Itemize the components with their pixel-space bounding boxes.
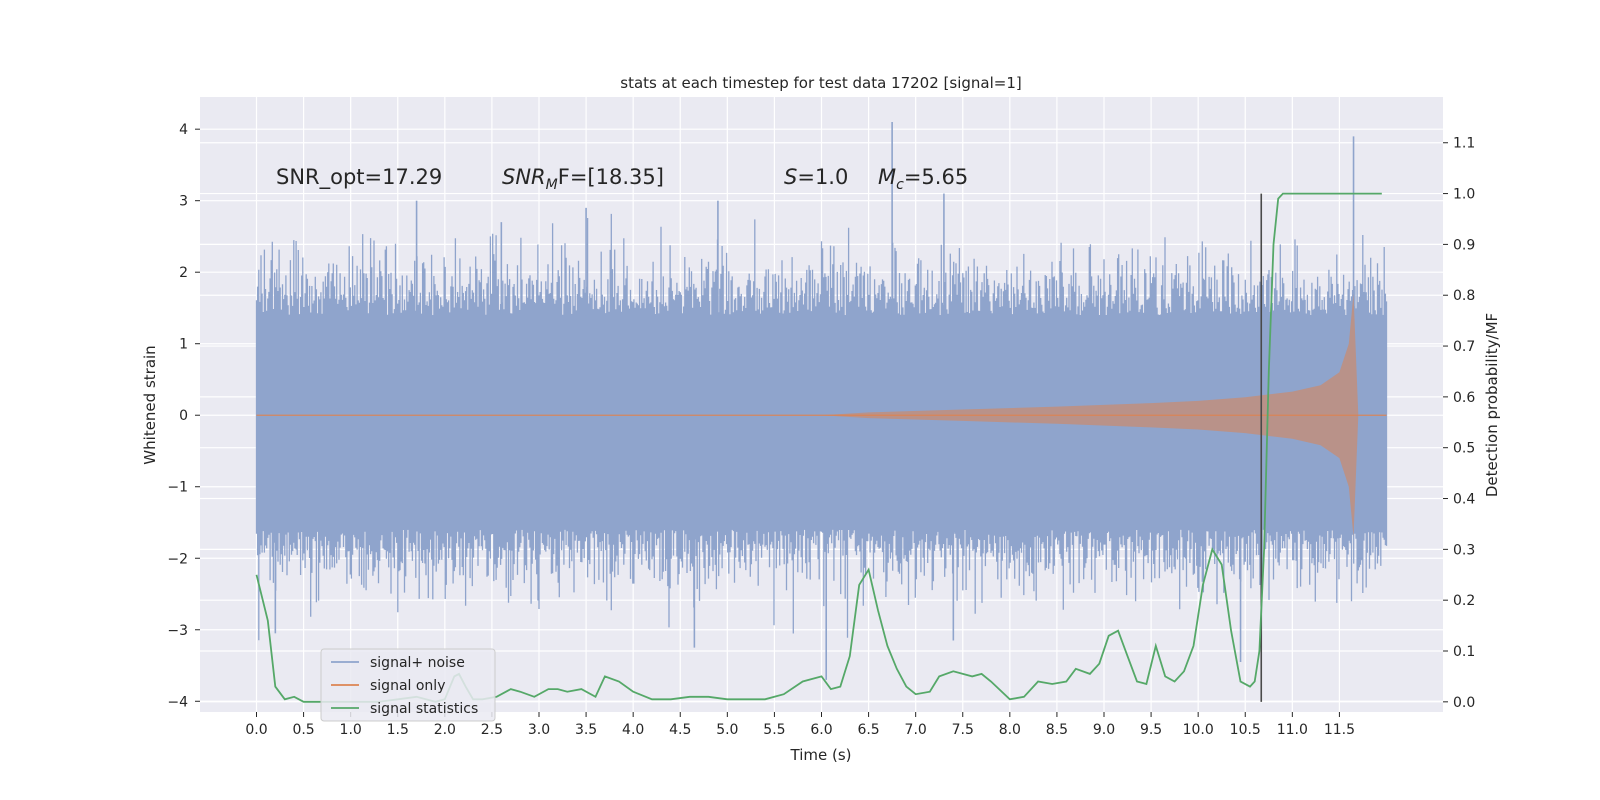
y-right-tick-label: 0.6 <box>1453 390 1475 406</box>
series-signal-only <box>256 293 1387 537</box>
y-axis-label-right: Detection probability/MF <box>1483 313 1501 497</box>
y-right-tick-label: 0.9 <box>1453 237 1475 253</box>
x-tick-label: 7.0 <box>905 722 927 738</box>
x-tick-label: 1.5 <box>387 722 409 738</box>
x-tick-label: 0.0 <box>245 722 267 738</box>
x-tick-label: 3.0 <box>528 722 550 738</box>
y-right-tick-label: 0.1 <box>1453 644 1475 660</box>
annotation-snr-mf-main: SNR <box>502 165 546 189</box>
annotation-mc: Mc=5.65 <box>878 165 968 193</box>
y-axis-label-left: Whitened strain <box>141 345 159 464</box>
y-left-tick-label: −4 <box>167 694 188 710</box>
annotation-s: S=1.0 <box>784 165 848 189</box>
x-tick-label: 4.0 <box>622 722 644 738</box>
y-right-tick-label: 0.0 <box>1453 695 1475 711</box>
axis-ticks: 0.0 0.5 1.0 1.5 2.0 2.5 3.0 3.5 4.0 4.5 5.0 5.5 6.0 6… <box>167 122 1475 738</box>
x-tick-label: 5.0 <box>716 722 738 738</box>
legend-box <box>320 648 496 722</box>
annotation-mc-main: M <box>878 165 896 189</box>
y-left-tick-label: 4 <box>179 122 188 138</box>
y-right-tick-label: 0.3 <box>1453 542 1475 558</box>
y-right-tick-label: 1.1 <box>1453 136 1475 152</box>
chart-title: stats at each timestep for test data 172… <box>620 74 1021 92</box>
legend-label-signal-noise: signal+ noise <box>370 655 465 671</box>
y-left-tick-label: −2 <box>167 551 188 567</box>
y-left-tick-label: 0 <box>179 408 188 424</box>
annotation-s-main: S <box>784 165 797 189</box>
x-tick-label: 8.0 <box>999 722 1021 738</box>
legend: signal+ noise signal only signal statist… <box>320 648 496 722</box>
y-left-tick-label: 3 <box>179 194 188 210</box>
x-tick-label: 4.5 <box>669 722 691 738</box>
annotation-snr-mf: SNRMF=[18.35] <box>502 165 664 193</box>
annotation-mc-rest: =5.65 <box>904 165 968 189</box>
y-right-tick-label: 0.8 <box>1453 288 1475 304</box>
y-right-tick-label: 0.5 <box>1453 441 1475 457</box>
legend-label-signal-statistics: signal statistics <box>370 701 478 717</box>
x-axis-label: Time (s) <box>790 746 852 764</box>
x-tick-label: 7.5 <box>952 722 974 738</box>
annotation-snr-mf-sub: M <box>546 177 558 193</box>
annotation-snr-mf-rest: F=[18.35] <box>558 165 664 189</box>
legend-label-signal-only: signal only <box>370 678 445 694</box>
x-tick-label: 10.0 <box>1183 722 1214 738</box>
x-tick-label: 6.0 <box>810 722 832 738</box>
y-right-tick-label: 0.2 <box>1453 593 1475 609</box>
y-right-tick-label: 1.0 <box>1453 187 1475 203</box>
x-tick-label: 0.5 <box>292 722 314 738</box>
x-tick-label: 2.5 <box>481 722 503 738</box>
x-tick-label: 5.5 <box>763 722 785 738</box>
x-tick-label: 10.5 <box>1230 722 1261 738</box>
x-tick-label: 3.5 <box>575 722 597 738</box>
y-left-tick-label: 2 <box>179 265 188 281</box>
y-right-tick-label: 0.7 <box>1453 339 1475 355</box>
y-left-tick-label: −3 <box>167 623 188 639</box>
annotation-mc-sub: c <box>896 177 904 193</box>
y-right-tick-label: 0.4 <box>1453 492 1475 508</box>
annotation-s-rest: =1.0 <box>797 165 848 189</box>
x-tick-label: 8.5 <box>1046 722 1068 738</box>
x-tick-label: 9.0 <box>1093 722 1115 738</box>
annotation-snr-opt: SNR_opt=17.29 <box>276 165 442 190</box>
x-tick-label: 2.0 <box>434 722 456 738</box>
y-left-tick-label: −1 <box>167 480 188 496</box>
y-left-tick-label: 1 <box>179 337 188 353</box>
x-tick-label: 1.0 <box>340 722 362 738</box>
x-tick-label: 9.5 <box>1140 722 1162 738</box>
x-tick-label: 11.5 <box>1324 722 1355 738</box>
x-tick-label: 11.0 <box>1277 722 1308 738</box>
x-tick-label: 6.5 <box>857 722 879 738</box>
